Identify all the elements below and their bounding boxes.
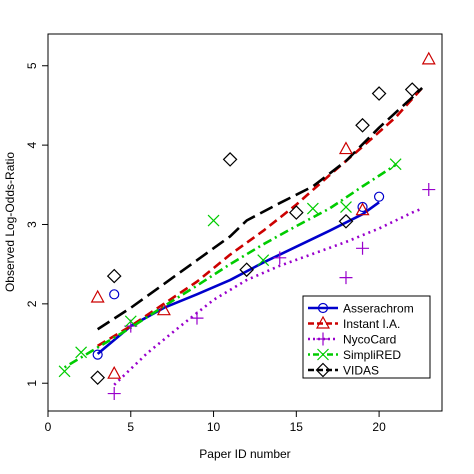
- point-instant-i-a: [421, 51, 436, 65]
- legend-label-vidas: VIDAS: [343, 364, 379, 378]
- legend-marker-asserachrom: [317, 302, 329, 314]
- point-vidas: [90, 370, 106, 386]
- legend-label-instant-i-a: Instant I.A.: [343, 317, 400, 331]
- point-simplired: [207, 214, 220, 227]
- x-tick-label: 0: [45, 420, 52, 434]
- legend-marker-vidas: [315, 362, 331, 378]
- y-tick-label: 1: [25, 380, 39, 387]
- point-instant-i-a: [90, 289, 105, 303]
- legend-label-nycocard: NycoCard: [343, 333, 396, 347]
- point-instant-i-a: [156, 302, 171, 316]
- legend-label-simplired: SimpliRED: [343, 348, 401, 362]
- trend-lines: [63, 87, 424, 386]
- x-tick-label: 15: [290, 420, 304, 434]
- x-tick-label: 20: [372, 420, 386, 434]
- trend-line-nycocard: [113, 207, 423, 386]
- point-vidas: [338, 213, 354, 229]
- legend-marker-nycocard: [316, 332, 330, 346]
- x-axis-label: Paper ID number: [199, 447, 290, 461]
- plot-frame: [47, 33, 443, 412]
- trend-line-instant-i-a: [96, 87, 424, 348]
- point-vidas: [288, 205, 304, 220]
- legend-label-asserachrom: Asserachrom: [343, 302, 414, 316]
- point-vidas: [371, 86, 387, 101]
- point-vidas: [239, 262, 255, 278]
- point-simplired: [75, 346, 88, 359]
- trend-line-simplired: [63, 163, 397, 369]
- point-simplired: [58, 365, 71, 378]
- point-nycocard: [107, 387, 121, 401]
- y-axis-label: Observed Log-Odds-Ratio: [3, 152, 17, 292]
- point-vidas: [106, 268, 122, 284]
- point-vidas: [222, 152, 238, 167]
- x-tick-label: 5: [127, 420, 134, 434]
- legend-marker-simplired: [317, 348, 329, 361]
- point-nycocard: [422, 183, 436, 197]
- y-tick-label: 2: [25, 300, 39, 307]
- point-vidas: [355, 117, 370, 133]
- point-vidas: [404, 82, 420, 97]
- legend-marker-instant-i-a: [315, 315, 331, 329]
- point-nycocard: [273, 251, 287, 265]
- y-tick-label: 3: [25, 221, 39, 228]
- point-asserachrom: [109, 289, 120, 300]
- point-asserachrom: [373, 191, 385, 202]
- point-simplired: [124, 315, 137, 328]
- y-tick-label: 4: [25, 141, 39, 148]
- point-asserachrom: [92, 349, 103, 360]
- point-nycocard: [356, 241, 370, 255]
- point-simplired: [340, 201, 352, 213]
- point-instant-i-a: [338, 141, 353, 155]
- y-axis: 1 2 3 4 5: [25, 62, 48, 387]
- point-simplired: [306, 202, 319, 215]
- point-nycocard: [339, 271, 353, 285]
- point-nycocard: [190, 311, 204, 325]
- y-tick-label: 5: [25, 62, 39, 69]
- point-instant-i-a: [107, 365, 122, 379]
- trend-line-vidas: [96, 87, 424, 331]
- x-tick-label: 10: [207, 420, 221, 434]
- data-markers: [58, 51, 436, 401]
- point-simplired: [389, 158, 402, 171]
- point-instant-i-a: [355, 202, 370, 216]
- x-axis: 0 5 10 15 20: [45, 411, 386, 434]
- point-simplired: [257, 254, 270, 267]
